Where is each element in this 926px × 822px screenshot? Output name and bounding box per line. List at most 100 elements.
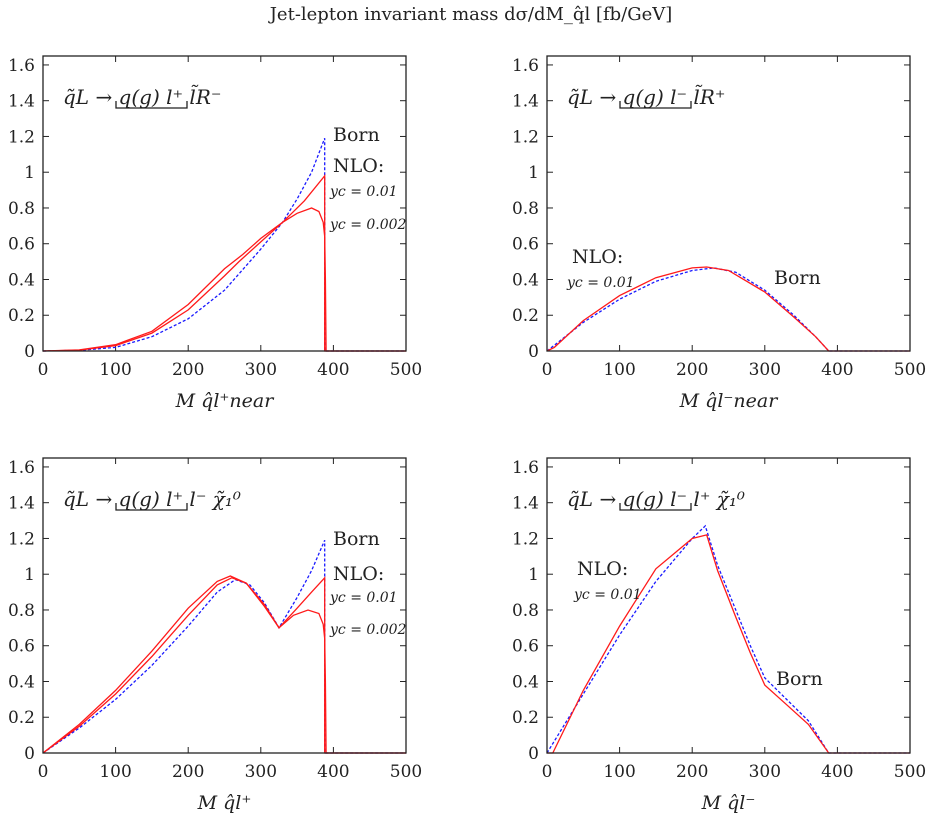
x-tick-label: 0 [38,762,49,782]
x-tick-label: 500 [390,360,422,380]
plot-frame [42,55,407,352]
y-tick-label: 0.4 [8,270,35,290]
series-born [546,524,910,754]
plot-frame [42,457,407,754]
y-tick-label: 1 [24,565,35,585]
y-tick-label: 1.6 [8,56,35,76]
y-tick-label: 0 [24,342,35,362]
x-tick-label: 500 [894,762,926,782]
annotation: NLO: [572,246,623,268]
series-yc-0-01 [546,266,910,352]
x-tick-label: 400 [317,762,349,782]
x-tick-label: 400 [821,360,853,380]
plot-frame [546,457,911,754]
y-tick-label: 0.2 [8,708,35,728]
y-tick-label: 1.4 [512,494,539,514]
x-tick-label: 200 [172,360,204,380]
y-tick-label: 1 [24,163,35,183]
plot-frame [546,55,911,352]
decay-label: q̃L → q(g) l⁻ l̃R⁺ [567,85,725,109]
x-tick-label: 200 [172,762,204,782]
y-tick-label: 0.8 [8,601,35,621]
bracket [619,503,692,511]
x-axis-label: M q̂l⁺ [197,792,252,814]
x-axis-label: M q̂l⁻ [701,792,756,814]
annotation: yc = 0.002 [329,217,407,233]
decay-label: q̃L → q(g) l⁺ l̃R⁻ [63,85,221,109]
y-tick-label: 0.6 [8,235,35,255]
y-tick-label: 0.6 [8,637,35,657]
x-tick-label: 200 [676,360,708,380]
y-tick-label: 1.6 [512,458,539,478]
decay-label: q̃L → q(g) l⁻ l⁺ χ̃₁⁰ [567,487,745,511]
panel-1: 0 100 200 300 400 500 0 0.2 0.4 0.6 0.8 1 1.2 1.4 1.6 q… [8,55,422,412]
bracket [115,101,188,109]
y-tick-label: 0.6 [512,637,539,657]
y-tick-label: 0 [528,342,539,362]
panel-4: 0 100 200 300 400 500 0 0.2 0.4 0.6 0.8 1 1.2 1.4 1.6 q… [512,457,926,814]
x-tick-label: 100 [603,762,635,782]
y-tick-label: 1.4 [8,92,35,112]
y-tick-label: 0.2 [8,306,35,326]
panel-2: 0 100 200 300 400 500 0 0.2 0.4 0.6 0.8 1 1.2 1.4 1.6 q… [512,55,926,412]
x-tick-label: 0 [542,762,553,782]
x-tick-label: 0 [542,360,553,380]
annotation: NLO: [333,155,384,177]
x-tick-label: 200 [676,762,708,782]
x-tick-label: 500 [390,762,422,782]
y-tick-label: 0.8 [512,199,539,219]
series-yc-0-01 [547,534,910,754]
x-tick-label: 300 [749,360,781,380]
bracket [115,503,188,511]
panel-3: 0 100 200 300 400 500 0 0.2 0.4 0.6 0.8 1 1.2 1.4 1.6 q… [8,457,422,814]
y-tick-label: 0.8 [8,199,35,219]
x-tick-label: 300 [245,762,277,782]
y-tick-label: 1.2 [512,529,539,549]
x-tick-label: 400 [821,762,853,782]
y-tick-label: 0 [528,744,539,764]
series-yc-0-01 [42,173,406,352]
series-yc-0-002 [42,207,406,352]
x-tick-label: 0 [38,360,49,380]
decay-label: q̃L → q(g) l⁺ l⁻ χ̃₁⁰ [63,487,241,511]
annotation: Born [333,124,380,146]
bracket [619,101,692,109]
y-tick-label: 0.8 [512,601,539,621]
x-tick-label: 100 [99,762,131,782]
y-tick-label: 0 [24,744,35,764]
y-tick-label: 1 [528,163,539,183]
y-tick-label: 1.2 [8,127,35,147]
x-axis-label: M q̂l⁻near [679,390,780,412]
y-tick-label: 1.4 [8,494,35,514]
y-tick-label: 1.4 [512,92,539,112]
x-tick-label: 300 [749,762,781,782]
annotation: yc = 0.01 [329,184,398,200]
figure-title: Jet-lepton invariant mass dσ/dM_q̂l [fb/… [268,4,673,25]
series-born [42,539,406,754]
x-tick-label: 100 [99,360,131,380]
y-tick-label: 1.2 [512,127,539,147]
x-tick-label: 100 [603,360,635,380]
annotation: yc = 0.01 [573,587,642,603]
annotation: Born [774,267,821,289]
y-tick-label: 1.6 [8,458,35,478]
annotation: NLO: [333,563,384,585]
annotation: yc = 0.01 [566,275,635,291]
y-tick-label: 1 [528,565,539,585]
y-tick-label: 0.4 [8,672,35,692]
y-tick-label: 0.2 [512,708,539,728]
y-tick-label: 0.2 [512,306,539,326]
annotation: yc = 0.002 [329,622,407,638]
y-tick-label: 1.6 [512,56,539,76]
x-tick-label: 300 [245,360,277,380]
annotation: yc = 0.01 [329,590,398,606]
x-tick-label: 400 [317,360,349,380]
annotation: NLO: [577,558,628,580]
annotation: Born [333,528,380,550]
y-tick-label: 0.4 [512,672,539,692]
annotation: Born [776,668,823,690]
series-yc-0-002 [42,575,406,754]
x-tick-label: 500 [894,360,926,380]
y-tick-label: 0.4 [512,270,539,290]
